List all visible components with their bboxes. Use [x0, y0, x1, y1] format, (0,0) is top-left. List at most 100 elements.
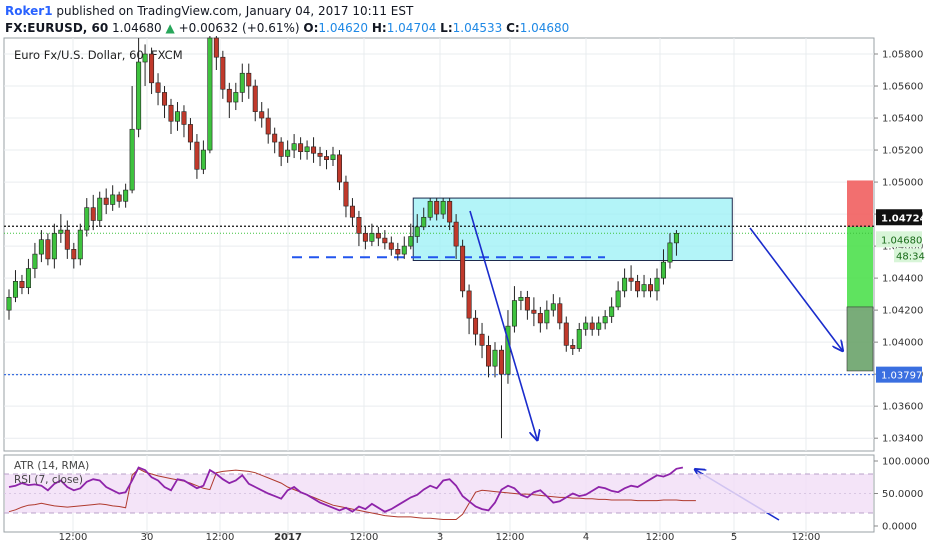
candle-body	[570, 345, 576, 349]
candle-body	[252, 85, 258, 112]
candle-body	[414, 226, 420, 237]
candle-body	[142, 53, 148, 63]
candle-body	[330, 154, 336, 160]
candle-body	[531, 309, 537, 314]
high-line-label: 1.04724	[881, 213, 927, 224]
candle-body	[64, 229, 70, 250]
candle-body	[388, 242, 394, 250]
target-box-stop	[847, 180, 873, 227]
candle-body	[628, 277, 634, 282]
candle-body	[382, 237, 388, 244]
candle-body	[583, 322, 589, 330]
indicator-axis-tick: 0.0000	[882, 522, 917, 533]
candle-body	[667, 242, 673, 263]
candle-body	[259, 111, 265, 119]
candle-body	[673, 232, 679, 244]
candle-body	[486, 345, 492, 367]
candle-body	[421, 216, 427, 228]
candle-body	[596, 322, 602, 330]
target-box-reached	[846, 306, 874, 372]
candle-body	[492, 349, 498, 367]
candle-body	[375, 232, 381, 239]
low-value: 1.04533	[452, 21, 503, 35]
candle-body	[401, 245, 407, 255]
countdown-label: 48:34	[896, 251, 925, 262]
candle-body	[51, 232, 57, 260]
candle-body	[200, 149, 206, 170]
price-change: +0.00632 (+0.61%)	[178, 21, 300, 35]
time-axis-tick: 30	[141, 532, 154, 543]
candle-body	[427, 200, 433, 218]
candle-body	[589, 322, 595, 330]
candle-body	[246, 72, 252, 87]
candle-body	[518, 297, 524, 301]
candle-body	[207, 37, 213, 151]
candle-body	[285, 149, 291, 157]
candle-body	[77, 229, 83, 260]
candle-body	[447, 200, 453, 223]
candle-body	[298, 143, 304, 152]
candle-body	[544, 309, 550, 324]
candle-body	[369, 232, 375, 242]
candle-body	[609, 306, 615, 317]
high-line-label-bg	[876, 209, 922, 226]
candle-body	[129, 128, 135, 191]
candle-body	[32, 253, 38, 269]
candle-body	[291, 143, 297, 151]
indicator-axis-tick: 100.0000	[882, 457, 930, 468]
time-axis-tick: 5	[731, 532, 737, 543]
close-value: 1.04680	[519, 21, 570, 35]
candle-body	[265, 117, 271, 135]
candle-body	[45, 239, 51, 260]
candle-body	[317, 152, 323, 157]
candle-body	[654, 277, 660, 292]
indicator-axis-tick: 50.0000	[882, 489, 923, 500]
candle-body	[187, 124, 193, 143]
candle-body	[168, 104, 174, 122]
price-axis-tick: 1.05800	[882, 50, 923, 61]
candle-body	[648, 284, 654, 292]
candle-body	[434, 200, 440, 215]
candle-body	[641, 284, 647, 292]
candle-body	[181, 111, 187, 125]
candle-body	[615, 290, 621, 308]
candle-body	[239, 72, 245, 93]
price-axis-tick: 1.04000	[882, 338, 923, 349]
price-axis-tick: 1.05000	[882, 178, 923, 189]
candle-body	[557, 303, 563, 324]
target-box-profit	[847, 226, 873, 307]
time-axis-tick: 2017	[274, 532, 302, 543]
countdown-label-bg	[894, 248, 922, 263]
candle-body	[336, 154, 342, 183]
chart-canvas[interactable]: 1.058001.056001.054001.052001.050001.048…	[0, 36, 932, 550]
candle-body	[511, 300, 517, 327]
candle-body	[84, 207, 90, 231]
open-label: O:	[303, 21, 319, 35]
high-label: H:	[371, 21, 387, 35]
candle-body	[25, 268, 31, 289]
candle-body	[226, 88, 232, 103]
symbol-label[interactable]: FX:EURUSD, 60	[5, 21, 109, 35]
chart-title: Euro Fx/U.S. Dollar, 60, FXCM	[14, 48, 183, 62]
candle-body	[349, 205, 355, 218]
price-axis-tick: 1.04400	[882, 274, 923, 285]
candle-body	[233, 92, 239, 103]
price-axis-tick: 1.05200	[882, 146, 923, 157]
candle-body	[19, 281, 25, 289]
candle-body	[194, 141, 200, 170]
candle-body	[220, 56, 226, 90]
author-link[interactable]: Roker1	[5, 4, 53, 18]
current-price-label-bg	[876, 231, 922, 248]
close-label: C:	[506, 21, 520, 35]
candle-body	[116, 194, 122, 202]
candle-body	[123, 189, 129, 202]
candle-body	[576, 329, 582, 349]
price-axis-tick: 1.05400	[882, 114, 923, 125]
last-price: 1.04680	[112, 21, 162, 35]
candle-body	[466, 290, 472, 319]
candle-body	[524, 297, 530, 311]
candle-body	[460, 245, 466, 292]
time-axis-tick: 12:00	[350, 532, 379, 543]
ohlc-line: FX:EURUSD, 60 1.04680 ▲ +0.00632 (+0.61%…	[5, 21, 569, 35]
candle-body	[90, 207, 96, 221]
